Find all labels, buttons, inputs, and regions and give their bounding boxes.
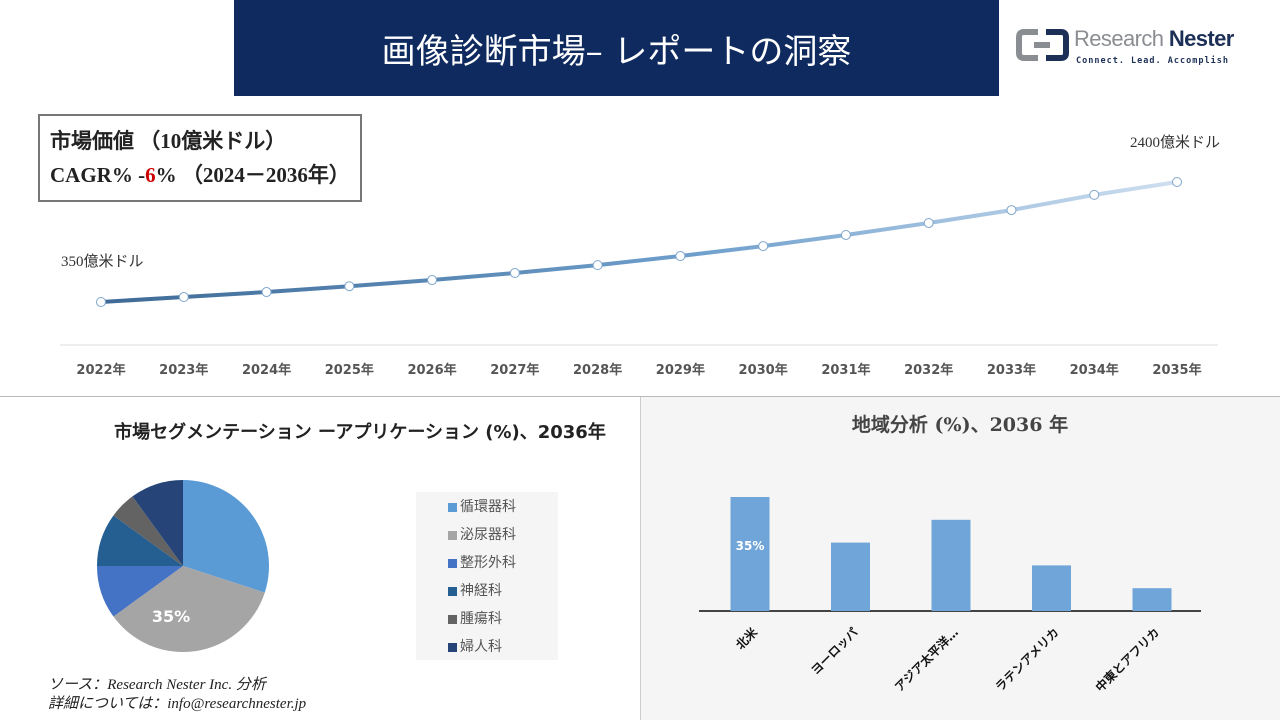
data-point [96, 297, 106, 307]
bar [1032, 565, 1071, 611]
x-tick-label: 2035年 [1152, 362, 1201, 378]
legend-item: 循環器科 [448, 498, 516, 516]
x-tick-label: 2031年 [821, 362, 870, 378]
data-point [261, 287, 272, 298]
x-tick-label: 2028年 [573, 362, 622, 378]
legend-item: 婦人科 [448, 638, 502, 656]
data-point [1089, 189, 1100, 200]
legend-item: 整形外科 [448, 554, 516, 572]
x-tick-label: 2033年 [987, 362, 1036, 378]
x-tick-label: 2034年 [1070, 362, 1119, 378]
source-text: ソース：Research Nester Inc. 分析 [48, 677, 266, 693]
market-info-box: 市場価値 （10億米ドル） CAGR% -6% （2024－2036年） [38, 114, 362, 202]
legend-label: 腫瘍科 [460, 611, 502, 627]
legend-label: 循環器科 [460, 499, 516, 515]
x-tick-label: アジア太平洋… [891, 625, 961, 695]
pie-slice [132, 480, 183, 566]
logo-name: Research Nester [1074, 26, 1234, 51]
legend-item: 泌尿器科 [448, 526, 516, 544]
cagr-label: CAGR% -6% （2024－2036年） [50, 163, 350, 187]
data-point [1172, 177, 1182, 187]
data-point [427, 275, 438, 286]
data-point [1006, 205, 1017, 216]
legend-swatch [448, 586, 457, 596]
data-point [675, 251, 686, 262]
x-tick-label: ラテンアメリカ [993, 625, 1062, 694]
start-value-label: 350億米ドル [61, 254, 144, 270]
pie-slice [113, 566, 265, 652]
legend-item: 腫瘍科 [448, 610, 502, 628]
end-value-label: 2400億米ドル [1130, 135, 1221, 151]
bar [831, 542, 870, 611]
data-point [592, 260, 603, 271]
x-tick-label: 2032年 [904, 362, 953, 378]
bar [1132, 588, 1172, 611]
pie-slice [97, 566, 183, 617]
bar [730, 497, 770, 611]
legend-swatch [448, 502, 457, 512]
application-pie-chart: 35% [97, 480, 269, 652]
bar-data-label: 35% [736, 539, 765, 553]
pie-slice [113, 496, 183, 566]
legend-label: 整形外科 [460, 555, 516, 571]
legend-label: 神経科 [460, 583, 502, 599]
divider [0, 396, 1280, 397]
x-tick-label: 中東とアフリカ [1092, 625, 1162, 695]
market-value-label: 市場価値 （10億米ドル） [50, 129, 287, 153]
data-point [178, 292, 189, 303]
legend-label: 泌尿器科 [460, 527, 516, 543]
legend-label: 婦人科 [460, 639, 502, 655]
data-point [758, 241, 769, 252]
legend-swatch [448, 558, 457, 568]
pie-data-label: 35% [152, 607, 190, 626]
pie-slice [97, 515, 183, 566]
contact-text: 詳細については：info@researchnester.jp [48, 696, 307, 712]
legend-swatch [448, 530, 457, 540]
x-tick-label: 2026年 [407, 362, 456, 378]
logo-icon [1016, 29, 1069, 61]
data-point [509, 268, 520, 279]
legend-item: 神経科 [448, 582, 502, 600]
x-tick-label: 2029年 [656, 362, 705, 378]
bar [931, 519, 971, 611]
data-point [840, 229, 851, 240]
x-tick-label: 2023年 [159, 362, 208, 378]
x-tick-label: 2024年 [242, 362, 291, 378]
market-line-chart: 2022年 2023年 2024年 2025年 2026年 2027年 2028年 2029年… [60, 177, 1218, 378]
bar-chart-title: 地域分析 (%)、2036 年 [851, 414, 1069, 436]
pie-slice [183, 480, 269, 593]
page-title: 画像診断市場– レポートの洞察 [234, 0, 999, 96]
x-tick-label: 2030年 [739, 362, 788, 378]
pie-legend: 循環器科泌尿器科整形外科神経科腫瘍科婦人科 [416, 492, 558, 660]
x-tick-label: 2022年 [76, 362, 125, 378]
x-tick-label: ヨーロッパ [808, 625, 860, 677]
data-point [344, 281, 355, 292]
footer: ソース：Research Nester Inc. 分析 詳細については：info… [48, 676, 306, 714]
series-line [100, 180, 1178, 304]
logo-tagline: Connect. Lead. Accomplish [1076, 56, 1229, 66]
data-point [923, 217, 934, 228]
x-tick-label: 2027年 [490, 362, 539, 378]
regional-bar-chart: 北米 ヨーロッパ アジア太平洋… ラテンアメリカ 中東とアフリカ 35% [699, 497, 1201, 695]
x-tick-label: 北米 [733, 624, 761, 652]
x-tick-label: 2025年 [325, 362, 374, 378]
pie-chart-title: 市場セグメンテーション ーアプリケーション (%)、2036年 [114, 422, 606, 443]
legend-swatch [448, 614, 457, 624]
logo: Research Nester Connect. Lead. Accomplis… [1016, 26, 1278, 70]
legend-swatch [448, 642, 457, 652]
